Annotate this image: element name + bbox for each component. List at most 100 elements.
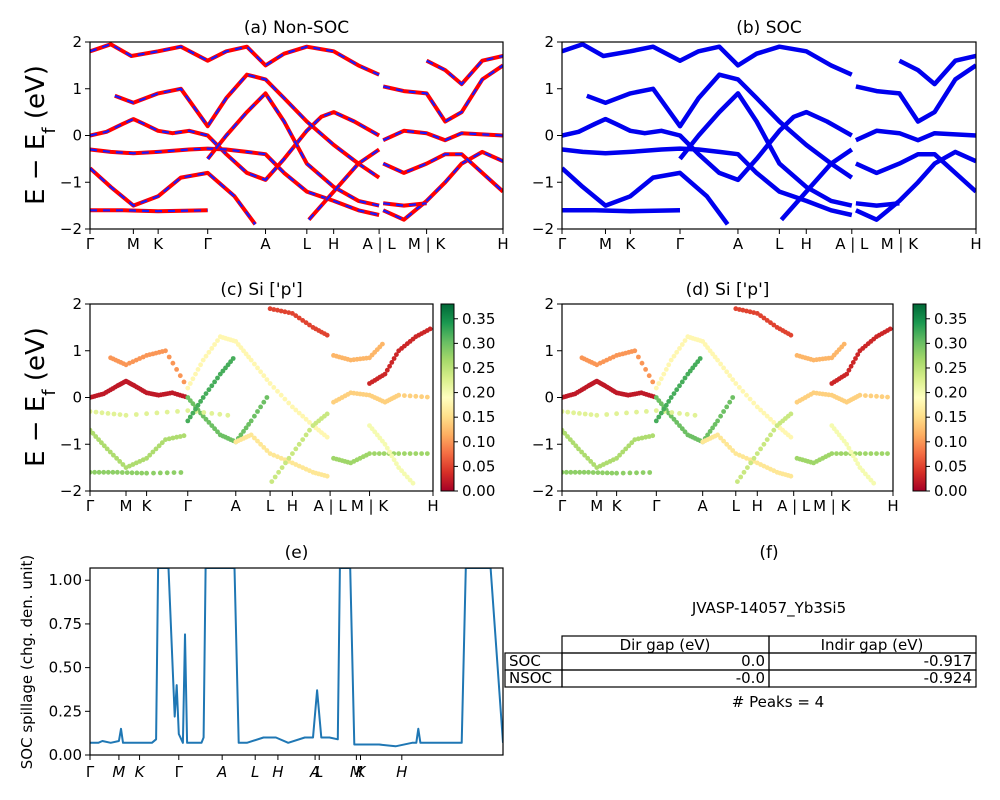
- band-point: [396, 392, 402, 398]
- band-line-dashed: [308, 148, 380, 221]
- y-tick-label: 1: [544, 80, 554, 98]
- band-point: [413, 451, 419, 456]
- band-point: [382, 371, 388, 377]
- band-point: [661, 406, 667, 412]
- band-point: [275, 307, 280, 313]
- band-point: [402, 451, 407, 456]
- band-line: [562, 166, 730, 226]
- band-line: [562, 208, 681, 214]
- band-point: [178, 470, 184, 475]
- band-point: [303, 416, 309, 422]
- band-point: [307, 427, 312, 433]
- band-point: [157, 470, 163, 476]
- band-point: [93, 434, 99, 439]
- x-tick-label: H: [396, 763, 407, 781]
- band-point: [590, 470, 596, 475]
- band-point: [692, 412, 698, 418]
- band-point: [572, 469, 578, 475]
- band-point: [200, 395, 206, 400]
- band-point: [296, 410, 302, 416]
- band-point: [846, 445, 852, 451]
- table-header-dir: Dir gap (eV): [620, 636, 711, 654]
- band-point: [860, 468, 866, 474]
- panel-f-title: (f): [759, 543, 778, 563]
- band-point: [764, 437, 770, 442]
- band-point: [620, 449, 626, 455]
- band-point: [865, 474, 871, 480]
- x-tick-label: M | K: [351, 497, 390, 515]
- band-line: [562, 42, 853, 77]
- band-point: [123, 412, 129, 418]
- band-point: [671, 391, 677, 396]
- band-point: [677, 423, 682, 428]
- band-point: [111, 452, 116, 458]
- x-tick-label: M: [350, 763, 363, 781]
- band-point: [674, 387, 680, 393]
- y-tick-label: 1: [72, 342, 82, 360]
- y-tick-label: −2: [532, 220, 554, 238]
- band-point: [682, 375, 688, 381]
- colorbar-tick-label: 0.10: [934, 433, 967, 451]
- band-point: [844, 441, 850, 447]
- band-point: [834, 451, 839, 456]
- band-point: [570, 440, 576, 446]
- band-point: [740, 388, 746, 394]
- band-point: [209, 423, 215, 428]
- panel-title: (c) Si ['p']: [220, 280, 302, 300]
- band-point: [653, 418, 659, 424]
- band-point: [387, 449, 392, 455]
- band-line: [678, 91, 853, 208]
- band-point: [419, 451, 424, 456]
- band-point: [721, 409, 726, 414]
- band-point: [324, 473, 330, 479]
- band-point: [290, 451, 295, 456]
- band-point: [848, 363, 854, 369]
- table-cell-value: -0.924: [924, 669, 972, 687]
- band-point: [200, 413, 206, 419]
- band-point: [413, 393, 419, 399]
- band-point: [661, 371, 667, 377]
- band-point: [402, 471, 407, 477]
- band-point: [744, 392, 749, 398]
- band-point: [846, 367, 852, 373]
- colorbar: [912, 303, 927, 492]
- x-tick-label: Γ: [558, 497, 567, 515]
- band-point: [209, 383, 215, 389]
- x-tick-label: L: [303, 235, 312, 253]
- band-point: [387, 363, 392, 369]
- y-tick-label: 2: [72, 295, 82, 313]
- band-point: [258, 404, 263, 410]
- band-point: [658, 376, 664, 382]
- band-point: [677, 411, 682, 416]
- band-point: [230, 356, 236, 361]
- band-point: [885, 451, 890, 456]
- band-point: [215, 375, 220, 381]
- band-point: [307, 322, 312, 328]
- band-point: [185, 408, 191, 413]
- band-point: [577, 411, 582, 416]
- x-tick-label: M | K: [813, 497, 852, 515]
- band-point: [857, 392, 863, 398]
- band-point: [740, 307, 746, 313]
- band-point: [293, 407, 299, 413]
- band-point: [272, 474, 278, 480]
- x-tick-label: Γ: [204, 235, 213, 253]
- band-point: [399, 468, 404, 474]
- y-tick-label: −2: [532, 482, 554, 500]
- y-tick-label: 2: [544, 33, 554, 51]
- x-tick-label: H: [887, 497, 898, 515]
- band-point: [324, 434, 330, 440]
- band-point: [156, 443, 162, 449]
- band-line: [898, 53, 976, 87]
- band-point: [300, 413, 306, 419]
- band-point: [391, 356, 397, 361]
- panel-title: (a) Non-SOC: [244, 18, 349, 38]
- band-point: [788, 411, 794, 417]
- band-point: [170, 435, 176, 441]
- band-point: [668, 413, 674, 419]
- band-point: [380, 438, 385, 444]
- band-point: [751, 400, 757, 406]
- band-point: [741, 469, 747, 475]
- band-line-dashed: [90, 167, 257, 225]
- plot-frame: [561, 41, 977, 230]
